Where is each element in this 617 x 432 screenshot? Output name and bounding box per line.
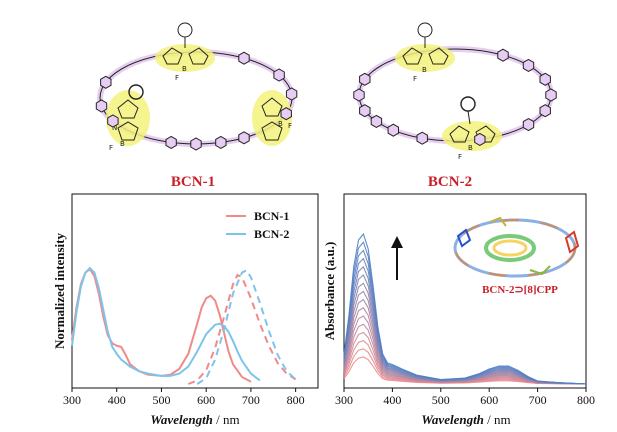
chart-2-x-ticks: 300 400 500 600 700 800 <box>335 388 595 407</box>
bcn-1-phenylene-9 <box>215 135 227 149</box>
chart-2-curve-12 <box>343 265 587 385</box>
bcn-1-left-fluorine: F <box>109 144 113 152</box>
chart-1-tick-label-800: 800 <box>287 393 305 407</box>
chart-1-tick-label-700: 700 <box>242 393 260 407</box>
chart-1-series-2 <box>71 266 261 382</box>
bcn-1-lower-left-bodipy: N B F <box>106 84 150 152</box>
bcn-2-phenylene-11 <box>416 131 428 145</box>
bcn-1-phenylene-units <box>95 51 298 151</box>
chart-2-tick-label-500: 500 <box>432 393 450 407</box>
bcn-2-phenylene-12 <box>387 123 399 137</box>
bcn-2-phenylene-7 <box>539 72 551 86</box>
bcn-2-phenylene-3 <box>370 114 383 128</box>
bcn-1-left-boron: B <box>120 140 125 148</box>
chart-1-y-label: Normalized intensity <box>52 233 67 349</box>
inset-label: BCN-2⊃[8]CPP <box>482 284 558 296</box>
bcn-1-phenylene-4 <box>238 51 250 65</box>
bcn-2-bottom-boron: B <box>468 144 473 152</box>
chart-2-frame <box>343 193 587 389</box>
bcn-1-top-bodipy: B F <box>155 22 215 82</box>
chart-2-tick-label-400: 400 <box>383 393 401 407</box>
chart-2-curve-1 <box>343 356 587 385</box>
bcn-1-left-nitrogen: N <box>112 124 117 132</box>
chart-2-tick-label-800: 800 <box>577 393 595 407</box>
chart-1-x-ticks: 300 400 500 600 700 800 <box>63 388 305 407</box>
chart-1-x-label: Wavelength / nm <box>150 412 239 427</box>
bcn-1-right-fluorine: F <box>288 122 292 130</box>
inset-complex-structure <box>453 216 580 278</box>
bcn-2-phenylene-units <box>353 48 557 146</box>
chart-2-curve-7 <box>343 307 587 385</box>
bcn-2-phenylene-8 <box>545 88 557 102</box>
bcn-1-phenylene-7 <box>280 107 292 121</box>
emission-absorption-chart: 300 400 500 600 700 800 Normalized intensity … <box>52 193 319 427</box>
bcn-2-bottom-fluorine: F <box>458 153 462 161</box>
chart-2-curve-16 <box>343 232 587 385</box>
chart-2-x-label: Wavelength / nm <box>421 412 510 427</box>
chart-2-curve-5 <box>343 323 587 385</box>
bcn-2-bottom-bodipy: B F <box>442 96 502 161</box>
bcn-2-phenylene-5 <box>497 48 509 62</box>
chart-2-curve-9 <box>343 290 587 385</box>
chart-2-titration-curves <box>343 232 587 385</box>
bcn-1-phenylene-3 <box>107 114 119 128</box>
chart-2-curve-6 <box>343 315 587 385</box>
bcn-2-title: BCN-2 <box>428 174 472 190</box>
bcn-1-top-fluorine: F <box>175 74 179 82</box>
bcn-2-top-boron: B <box>422 66 427 74</box>
bcn-2-top-fluorine: F <box>413 75 417 83</box>
bcn-1-phenylene-6 <box>285 87 298 101</box>
bcn-1-phenylene-8 <box>238 131 250 145</box>
chart-2-curve-10 <box>343 282 587 385</box>
chart-1-series-4 <box>196 268 297 385</box>
chart-1-legend: BCN-1 BCN-2 <box>226 209 289 241</box>
chart-1-series-3 <box>187 273 297 385</box>
chart-2-curve-11 <box>343 274 587 385</box>
legend-label-bcn-2: BCN-2 <box>254 227 289 241</box>
bcn-1-top-boron: B <box>182 65 187 73</box>
bcn-2-phenylene-6 <box>522 58 535 72</box>
chart-2-curve-13 <box>343 257 587 385</box>
chart-1-tick-label-600: 600 <box>197 393 215 407</box>
chart-1-tick-label-400: 400 <box>108 393 126 407</box>
bcn-2-phenylene-10 <box>522 118 535 132</box>
chart-2-curve-14 <box>343 249 587 385</box>
bcn-2-phenylene-1 <box>353 88 365 102</box>
bcn-2-top-bodipy: B F <box>395 22 455 83</box>
bcn-1-title: BCN-1 <box>171 174 215 190</box>
increase-arrow <box>391 236 403 280</box>
bcn-1-right-boron: B <box>278 120 283 128</box>
chart-1-series <box>71 266 297 385</box>
chart-2-curve-4 <box>343 331 587 385</box>
bcn-1-phenylene-2 <box>95 99 108 113</box>
legend-label-bcn-1: BCN-1 <box>254 209 289 223</box>
chart-2-y-label: Absorbance (a.u.) <box>322 242 337 341</box>
bcn-1-phenylene-5 <box>273 68 285 82</box>
chart-2-tick-label-700: 700 <box>529 393 547 407</box>
bcn-2-phenylene-13 <box>474 132 486 146</box>
bcn-2-phenylene-2 <box>359 104 371 118</box>
molecule-bcn-1: B F N B F B F <box>95 22 298 152</box>
bcn-2-phenylene-4 <box>359 72 371 86</box>
molecule-bcn-2: B F B F <box>353 22 557 161</box>
chart-2-curve-3 <box>343 339 587 385</box>
chart-2-tick-label-300: 300 <box>335 393 353 407</box>
bcn-1-phenylene-1 <box>100 75 112 89</box>
bcn-1-phenylene-10 <box>190 137 202 151</box>
chart-2-curve-2 <box>343 348 587 385</box>
bcn-1-right-bodipy: B F <box>252 90 292 146</box>
chart-1-frame <box>71 193 319 389</box>
titration-chart: 300 400 500 600 700 800 Absorbance (a.u.) Wav… <box>322 193 595 427</box>
bcn-2-phenylene-9 <box>539 104 551 118</box>
chart-2-tick-label-600: 600 <box>480 393 498 407</box>
bcn-1-phenylene-11 <box>165 135 177 149</box>
chart-1-tick-label-300: 300 <box>63 393 81 407</box>
chart-2-curve-8 <box>343 298 587 385</box>
chart-2-curve-15 <box>343 241 587 385</box>
chart-1-tick-label-500: 500 <box>152 393 170 407</box>
